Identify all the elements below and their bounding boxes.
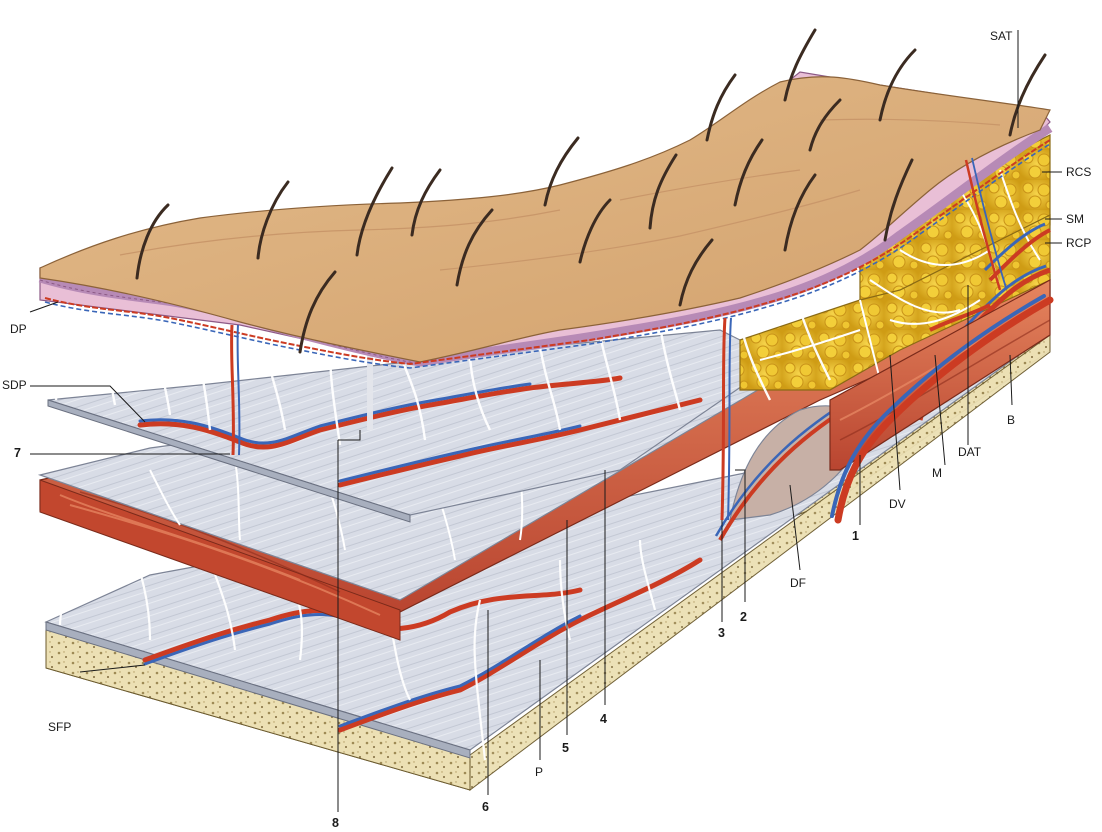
label-num-5: 5: [562, 741, 569, 755]
hairs: [135, 28, 1047, 354]
label-dp: DP: [10, 322, 27, 336]
label-sm: SM: [1066, 212, 1084, 226]
subcutaneous-fat-block: [739, 134, 1051, 421]
label-num-8: 8: [332, 816, 339, 830]
leader-lines: [29, 30, 1062, 812]
label-num-4: 4: [600, 712, 607, 726]
label-sfp: SFP: [48, 720, 72, 734]
dermal-plexus: [44, 139, 1051, 369]
label-num-7: 7: [14, 446, 21, 460]
label-df: DF: [790, 576, 806, 590]
label-sdp: SDP: [2, 378, 27, 392]
label-num-1: 1: [852, 529, 859, 543]
label-dat: DAT: [958, 445, 982, 459]
label-rcp: RCP: [1066, 236, 1092, 250]
label-dv: DV: [889, 497, 906, 511]
label-m: M: [932, 466, 942, 480]
label-b: B: [1007, 413, 1016, 427]
label-num-3: 3: [718, 626, 725, 640]
label-rcs: RCS: [1066, 165, 1092, 179]
perforating-vessel: [830, 294, 1054, 524]
label-sat: SAT: [990, 29, 1013, 43]
cutaneous-perforators: [230, 157, 1007, 521]
label-p: P: [535, 765, 544, 779]
retinacula-upper: [54, 299, 832, 446]
superficial-fascia-sheet: [47, 329, 782, 523]
label-num-2: 2: [740, 610, 747, 624]
label-num-6: 6: [482, 800, 489, 814]
